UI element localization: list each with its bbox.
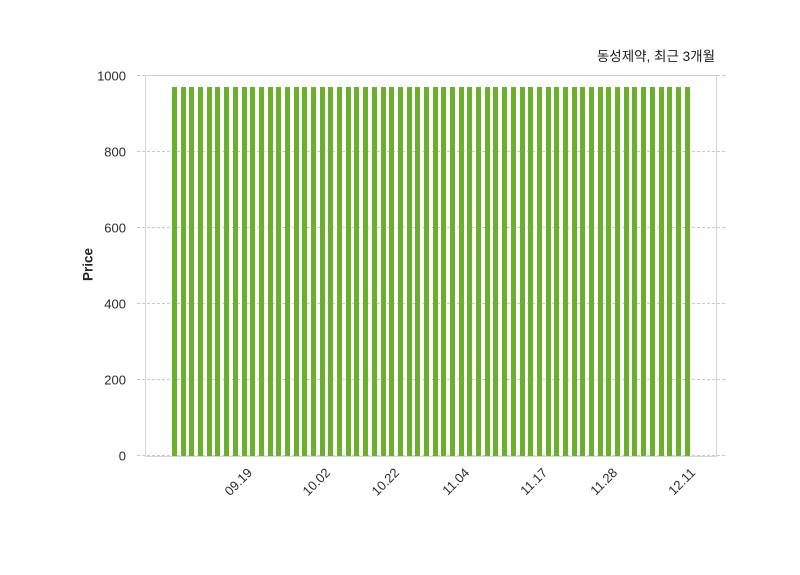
bar [189, 87, 195, 456]
bar [571, 87, 577, 456]
bar [232, 87, 238, 456]
bar [250, 87, 256, 456]
bar [354, 87, 360, 456]
bar [302, 87, 308, 456]
bar [510, 87, 516, 456]
chart-title: 동성제약, 최근 3개월 [596, 49, 715, 64]
bar [267, 87, 273, 456]
bar [319, 87, 325, 456]
gridline [137, 75, 725, 76]
bar [458, 87, 464, 456]
bar [172, 87, 177, 456]
y-tick-label: 200 [104, 372, 126, 388]
bar [536, 87, 542, 456]
bar [484, 87, 490, 456]
bar [649, 87, 655, 456]
bar [589, 87, 594, 456]
bar [415, 87, 421, 456]
y-tick-label: 600 [104, 220, 126, 236]
bar [198, 87, 204, 456]
bar [241, 87, 247, 456]
gridline [137, 151, 725, 152]
bar [667, 87, 673, 456]
bar [337, 87, 343, 456]
y-tick-label: 400 [104, 296, 126, 312]
gridline [137, 455, 725, 456]
bar [675, 87, 681, 456]
plot-area: 0 200 400 600 800 1000 09.19 10.02 10.22 11.04 11… [97, 70, 725, 499]
bar [215, 87, 221, 456]
bar [450, 87, 455, 456]
x-tick-label: 11.04 [439, 465, 473, 498]
bar [180, 87, 186, 456]
bar [206, 87, 212, 456]
bar [423, 87, 429, 456]
bar [293, 87, 299, 456]
y-tick-label: 1000 [97, 68, 126, 84]
bar [597, 87, 603, 456]
y-tick-label: 800 [104, 144, 126, 160]
x-tick-label: 10.22 [368, 465, 403, 499]
gridline [137, 379, 725, 380]
x-axis: 09.19 10.02 10.22 11.04 11.17 11.28 12.11 [146, 456, 716, 526]
bar [615, 87, 621, 456]
bar [276, 87, 282, 456]
bar [345, 87, 351, 456]
bar [580, 87, 586, 456]
x-tick-label: 12.11 [665, 465, 699, 498]
bar [258, 87, 264, 456]
bar [554, 87, 560, 456]
bar [476, 87, 482, 456]
bar [432, 87, 438, 456]
bar [493, 87, 499, 456]
bar [641, 87, 647, 456]
x-tick-label: 09.19 [221, 465, 255, 499]
bar [371, 87, 377, 456]
bar [502, 87, 508, 456]
bar [380, 87, 386, 456]
x-tick-label: 10.02 [299, 465, 333, 499]
bar [519, 87, 525, 456]
x-tick-label: 11.17 [517, 465, 551, 498]
bar [441, 87, 447, 456]
bar [389, 87, 395, 456]
bar [363, 87, 369, 456]
bar [545, 87, 551, 456]
bar [467, 87, 473, 456]
bar [528, 87, 534, 456]
y-axis: 0 200 400 600 800 1000 [88, 70, 138, 463]
bar [328, 87, 334, 456]
bar [224, 87, 230, 456]
y-tick-label: 0 [118, 448, 126, 464]
gridlines [137, 75, 725, 456]
bar [606, 87, 612, 456]
bar [406, 87, 412, 456]
bars [172, 76, 690, 456]
bar [311, 87, 316, 456]
bar [562, 87, 568, 456]
gridline [137, 227, 725, 228]
bar [632, 87, 638, 456]
bar [397, 87, 403, 456]
bar [284, 87, 290, 456]
bar [658, 87, 664, 456]
x-tick-label: 11.28 [586, 465, 620, 498]
bar [684, 87, 690, 456]
gridline [137, 303, 725, 304]
bar [623, 87, 629, 456]
